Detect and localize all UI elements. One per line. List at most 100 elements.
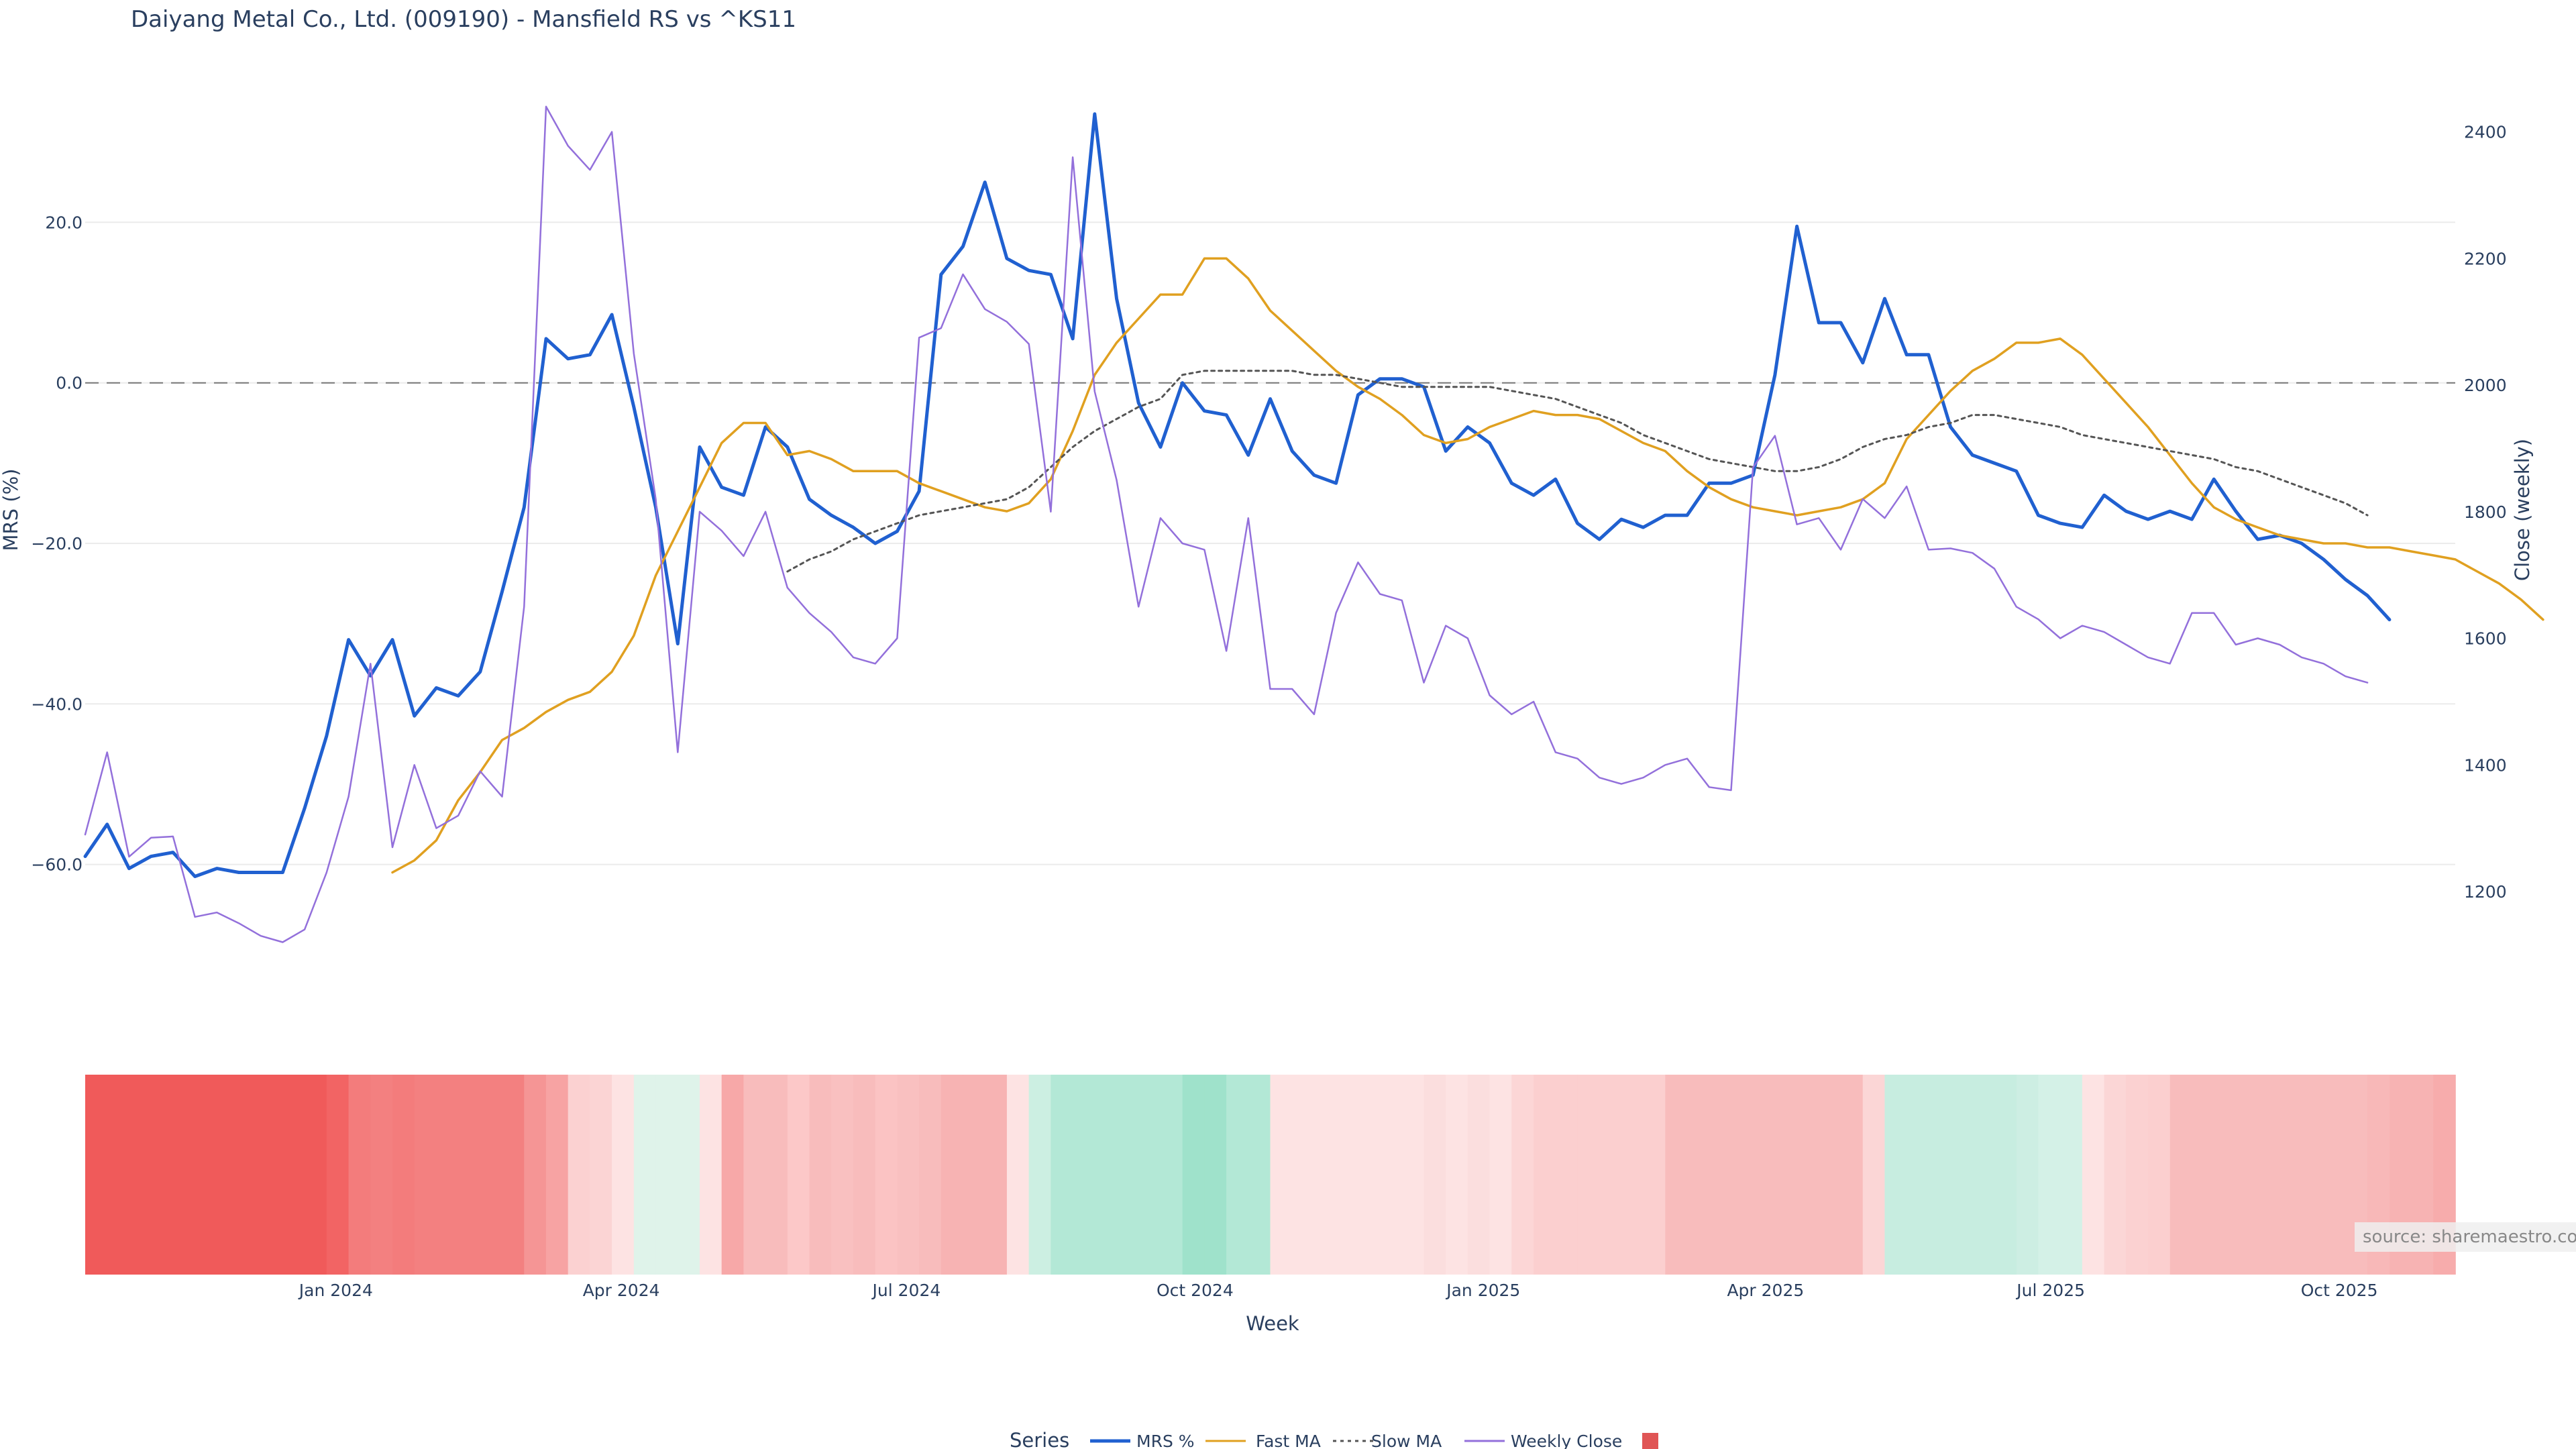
heatmap-cell	[260, 1075, 284, 1275]
heatmap-cell	[612, 1075, 635, 1275]
heatmap-cell	[2235, 1075, 2259, 1275]
right-tick-label: 1400	[2464, 755, 2507, 775]
heatmap-cell	[1621, 1075, 1644, 1275]
heatmap-cell	[1577, 1075, 1600, 1275]
heatmap-cell	[1028, 1075, 1052, 1275]
heatmap-cell	[1160, 1075, 1183, 1275]
heatmap-cell	[129, 1075, 152, 1275]
x-tick-label: Jan 2024	[298, 1281, 373, 1300]
series-line-weekly-close	[84, 105, 2369, 943]
heatmap-cell	[963, 1075, 986, 1275]
heatmap-cell	[1051, 1075, 1073, 1275]
heatmap-cell	[1731, 1075, 1754, 1275]
right-tick-label: 2200	[2464, 249, 2507, 268]
series-lines	[83, 105, 2544, 943]
heatmap-cell	[1401, 1075, 1425, 1275]
heatmap-cell	[1358, 1075, 1381, 1275]
heatmap-cell	[217, 1075, 239, 1275]
legend-label: MRS %	[1136, 1432, 1195, 1449]
heatmap-cell	[1643, 1075, 1666, 1275]
heatmap-cell	[1248, 1075, 1271, 1275]
heatmap-cell	[480, 1075, 503, 1275]
heatmap-cell	[875, 1075, 898, 1275]
heatmap-cell	[2279, 1075, 2302, 1275]
heatmap-cell	[2257, 1075, 2281, 1275]
heatmap-cell	[1950, 1075, 1974, 1275]
chart-title: Daiyang Metal Co., Ltd. (009190) - Mansf…	[131, 6, 796, 33]
heatmap-cell	[2016, 1075, 2039, 1275]
x-axis-ticks: Jan 2024 Apr 2024 Jul 2024 Oct 2024 Jan 2025…	[298, 1281, 2378, 1300]
heatmap-cell	[1094, 1075, 1118, 1275]
heatmap-cell	[1599, 1075, 1622, 1275]
heatmap-cell	[151, 1075, 174, 1275]
source-note-bg	[2355, 1222, 2576, 1252]
heatmap-cell	[1753, 1075, 1776, 1275]
heatmap-cell	[2038, 1075, 2061, 1275]
heatmap-cell	[941, 1075, 964, 1275]
heatmap-cell	[1534, 1075, 1556, 1275]
legend-label: Fast MA	[1256, 1432, 1321, 1449]
heatmap-cell	[765, 1075, 788, 1275]
heatmap-cell	[1292, 1075, 1315, 1275]
heatmap-cell	[1907, 1075, 1929, 1275]
heatmap-cell	[897, 1075, 920, 1275]
series-line-fast-ma	[391, 257, 2544, 874]
heatmap-cell	[831, 1075, 854, 1275]
heatmap-cell	[721, 1075, 745, 1275]
heatmap-cell	[195, 1075, 218, 1275]
heatmap-cell	[2126, 1075, 2149, 1275]
heatmap-cell	[1424, 1075, 1446, 1275]
left-axis-title: MRS (%)	[0, 469, 22, 551]
heatmap-cell	[699, 1075, 722, 1275]
heatmap-cell	[305, 1075, 327, 1275]
heatmap-cell	[282, 1075, 305, 1275]
x-tick-label: Apr 2025	[1727, 1281, 1804, 1300]
source-note: source: sharemaestro.com	[2363, 1227, 2576, 1247]
heatmap-cell	[743, 1075, 766, 1275]
heatmap-cell	[370, 1075, 393, 1275]
heatmap-cell	[85, 1075, 108, 1275]
heatmap-cell	[2104, 1075, 2127, 1275]
heatmap-cell	[524, 1075, 547, 1275]
left-gridlines	[85, 221, 2455, 865]
heatmap-cell	[348, 1075, 372, 1275]
left-tick-label: −40.0	[31, 694, 83, 714]
heatmap-cell	[1006, 1075, 1030, 1275]
x-tick-label: Jan 2025	[1445, 1281, 1520, 1300]
right-tick-label: 1200	[2464, 882, 2507, 902]
x-tick-label: Apr 2024	[583, 1281, 660, 1300]
right-tick-label: 2000	[2464, 376, 2507, 395]
heatmap-cell	[2214, 1075, 2237, 1275]
heatmap-cell	[1336, 1075, 1359, 1275]
heatmap-cell	[1204, 1075, 1227, 1275]
heatmap-cell	[2082, 1075, 2105, 1275]
heatmap-cell	[1819, 1075, 1841, 1275]
heatmap-cell	[1446, 1075, 1468, 1275]
heatmap-cell	[1138, 1075, 1161, 1275]
heatmap-cell	[1182, 1075, 1205, 1275]
heatmap-cell	[1313, 1075, 1337, 1275]
heatmap-cell	[985, 1075, 1008, 1275]
heatmap-cell	[458, 1075, 481, 1275]
heatmap-cell	[414, 1075, 437, 1275]
x-tick-label: Oct 2025	[2301, 1281, 2378, 1300]
heatmap-cell	[2192, 1075, 2214, 1275]
x-tick-label: Jul 2024	[871, 1281, 941, 1300]
heatmap-cell	[655, 1075, 679, 1275]
heatmap-cell	[919, 1075, 942, 1275]
heatmap-cell	[633, 1075, 657, 1275]
heatmap-cell	[2169, 1075, 2193, 1275]
heatmap-cell	[2060, 1075, 2083, 1275]
heatmap-cell	[326, 1075, 350, 1275]
heatmap-cell	[238, 1075, 262, 1275]
heatmap-cell	[2302, 1075, 2324, 1275]
x-tick-label: Oct 2024	[1157, 1281, 1234, 1300]
legend-label: Slow MA	[1371, 1432, 1442, 1449]
heatmap-cell	[1226, 1075, 1249, 1275]
heatmap-cell	[1665, 1075, 1688, 1275]
heatmap-cell	[1555, 1075, 1578, 1275]
left-tick-label: 0.0	[56, 374, 83, 393]
heatmap-cell	[1073, 1075, 1095, 1275]
heatmap-cell	[1884, 1075, 1907, 1275]
